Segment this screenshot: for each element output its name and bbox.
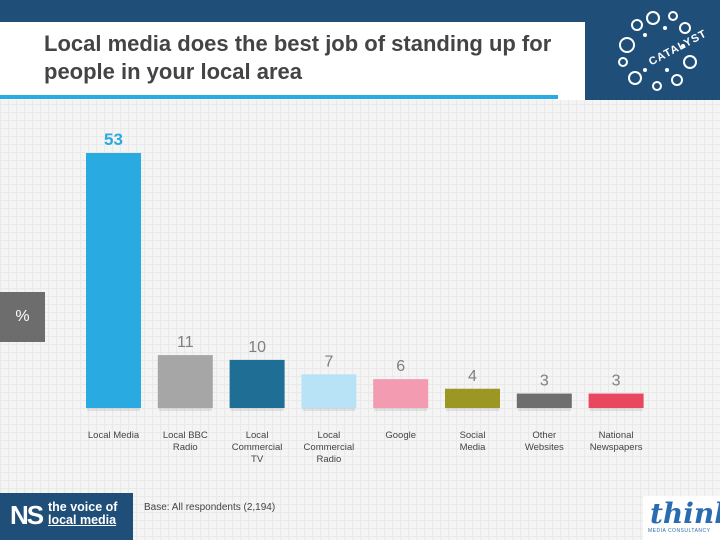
- data-label-6: 3: [540, 373, 549, 390]
- category-label-1: Local BBC Radio: [163, 430, 208, 453]
- bar-shadow-0: [87, 408, 140, 411]
- bar-7: [588, 393, 644, 408]
- category-label-3: Local Commercial Radio: [304, 430, 355, 465]
- ns-logo-initials: NS: [10, 500, 44, 530]
- category-label-0: Local Media: [88, 430, 140, 441]
- think-subline: MEDIA CONSULTANCY: [648, 528, 711, 534]
- catalyst-gear-icon: [618, 11, 697, 91]
- bar-6: [516, 393, 572, 408]
- catalyst-logo: [585, 0, 720, 100]
- data-label-0: 53: [104, 130, 123, 149]
- bar-shadow-1: [158, 408, 212, 411]
- data-label-5: 4: [468, 368, 477, 385]
- title-rule: [0, 95, 558, 99]
- header-band: [0, 0, 720, 22]
- base-note: Base: All respondents (2,194): [144, 502, 276, 513]
- data-label-4: 6: [396, 358, 405, 375]
- bar-3: [301, 374, 357, 408]
- data-label-3: 7: [324, 353, 333, 370]
- bar-4: [373, 379, 429, 408]
- bar-shadow-5: [446, 408, 499, 411]
- bar-5: [445, 388, 500, 408]
- title-area: [0, 22, 585, 100]
- ns-logo-line2: local media: [48, 513, 117, 527]
- category-label-7: National Newspapers: [590, 430, 643, 453]
- data-label-1: 11: [177, 334, 194, 351]
- chart-title: Local media does the best job of standin…: [44, 31, 552, 84]
- bar-shadow-7: [589, 408, 643, 411]
- bar-1: [157, 355, 213, 408]
- bar-0: [86, 153, 141, 408]
- bar-shadow-4: [374, 408, 428, 411]
- category-label-4: Google: [385, 430, 416, 441]
- unit-label: %: [0, 292, 45, 342]
- bar-2: [229, 359, 285, 408]
- category-label-6: Other Websites: [525, 430, 564, 453]
- data-label-2: 10: [248, 339, 266, 356]
- think-wordmark: think: [650, 497, 720, 530]
- ns-logo-line1: the voice of: [48, 500, 118, 514]
- category-label-2: Local Commercial TV: [232, 430, 283, 465]
- ns-logo-tagline: the voice of local media: [48, 501, 117, 527]
- ns-logo: [0, 493, 133, 540]
- bar-shadow-3: [302, 408, 356, 411]
- bar-shadow-6: [517, 408, 571, 411]
- bar-shadow-2: [230, 408, 284, 411]
- data-label-7: 3: [612, 373, 621, 390]
- think-logo: [643, 496, 720, 540]
- category-label-5: Social Media: [460, 430, 487, 453]
